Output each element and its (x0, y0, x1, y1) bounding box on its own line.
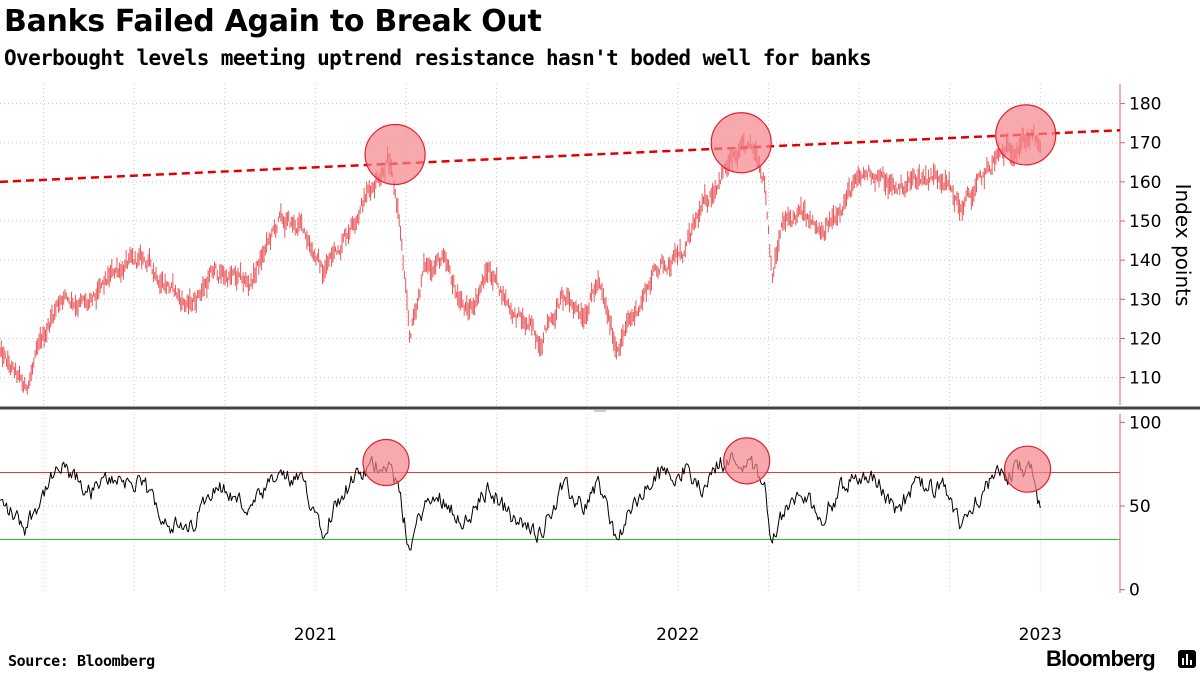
resistance-trendline (0, 128, 1121, 184)
overbought-highlights (362, 104, 1057, 493)
gridlines (0, 84, 1120, 593)
rsi-highlight-circle (1003, 445, 1052, 493)
price-y-tick-label: 180 (1129, 95, 1161, 115)
price-y-tick-label: 140 (1129, 251, 1161, 271)
price-y-tick-label: 160 (1129, 173, 1161, 193)
source-note: Source: Bloomberg (8, 652, 155, 670)
axes: Index points (0, 84, 1200, 593)
price-y-tick-label: 130 (1129, 290, 1161, 310)
rsi-highlight-circle (362, 438, 410, 487)
rsi-line (0, 452, 1041, 551)
rsi-y-tick-label: 100 (1129, 413, 1161, 433)
price-series (0, 124, 1041, 395)
price-y-tick-label: 110 (1129, 369, 1161, 389)
trendline (0, 128, 1121, 184)
x-tick-label: 2021 (294, 625, 337, 645)
price-y-tick-label: 170 (1129, 134, 1161, 154)
price-highlight-circle (710, 112, 772, 174)
x-tick-label: 2022 (656, 625, 699, 645)
rsi-highlight-circle (723, 437, 771, 485)
rsi-series (0, 452, 1041, 551)
chart-title: Banks Failed Again to Break Out (4, 4, 542, 39)
price-bars (0, 124, 1041, 395)
price-highlight-circle (364, 123, 426, 186)
price-y-axis-label: Index points (1171, 184, 1195, 307)
price-y-tick-label: 120 (1129, 329, 1161, 349)
x-tick-label: 2023 (1019, 625, 1062, 645)
chart-subtitle: Overbought levels meeting uptrend resist… (4, 46, 872, 70)
rsi-y-tick-label: 50 (1129, 497, 1151, 517)
bloomberg-chart-icon (1178, 650, 1196, 668)
tick-labels: 110 120 130 140 150 160 170 180 0 50 100 2021 2022 20… (294, 95, 1162, 645)
price-y-tick-label: 150 (1129, 212, 1161, 232)
rsi-y-tick-label: 0 (1129, 581, 1140, 601)
rsi-reference-lines (0, 472, 1120, 540)
price-highlight-circle (995, 104, 1057, 166)
bloomberg-logo: Bloomberg (1046, 646, 1156, 671)
